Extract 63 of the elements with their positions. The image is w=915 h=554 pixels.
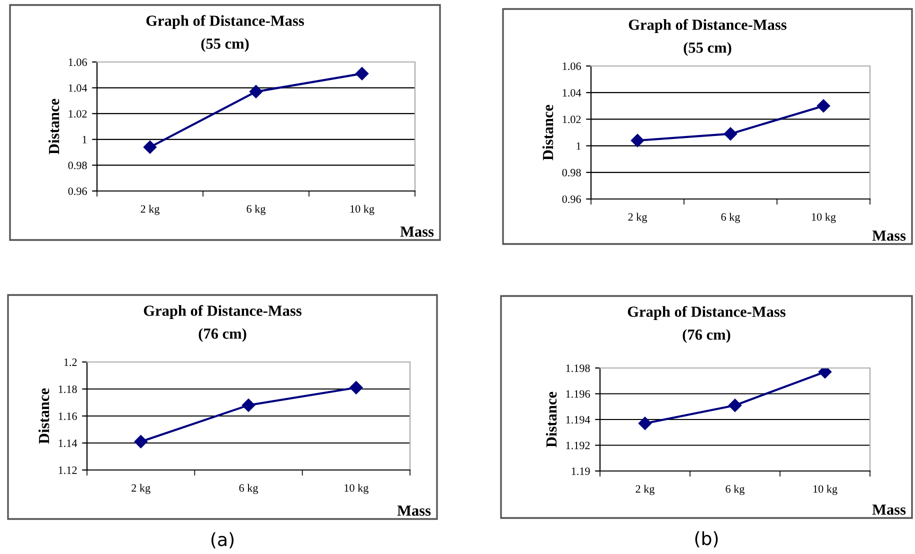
y-tick-label: 0.96 <box>68 187 87 196</box>
y-tick-label: 1.16 <box>58 412 77 420</box>
point <box>816 99 830 112</box>
text: (a) <box>211 532 234 548</box>
x-axis-title: Mass <box>872 504 906 515</box>
chart-subtitle: (76 cm) <box>198 328 246 342</box>
y-tick-label: 0.98 <box>562 168 581 176</box>
y-axis-title: Distance <box>542 104 554 160</box>
x-axis-title: Mass <box>872 230 906 241</box>
y-tick-label: 1.06 <box>562 62 581 70</box>
point <box>638 416 652 430</box>
y-tick-label: 1.06 <box>68 58 87 66</box>
x-tick-label: 6 kg <box>246 204 266 215</box>
y-tick-label: 0.98 <box>68 162 87 170</box>
y-tick-label: 1.18 <box>58 385 77 394</box>
x-tick-label: 6 kg <box>721 212 740 223</box>
chart-title: Graph of Distance-Mass <box>146 14 304 30</box>
y-tick-label: 1.198 <box>566 364 590 372</box>
y-tick-label: 1.02 <box>562 116 581 124</box>
x-tick-label: 10 kg <box>813 484 838 495</box>
y-tick-label: 1.04 <box>68 84 88 92</box>
y-tick-label: 1 <box>82 136 87 144</box>
chart-subtitle: (76 cm) <box>682 329 730 343</box>
y-tick-label: 1.196 <box>566 390 590 398</box>
x-axis-title: Mass <box>400 226 434 237</box>
y-axis-title: Distance <box>48 98 60 154</box>
x-tick-label: 2 kg <box>132 484 150 494</box>
y-tick-label: 1.194 <box>566 416 590 424</box>
x-tick-label: 10 kg <box>350 204 374 215</box>
y-axis-title: Distance <box>38 388 50 444</box>
chart-subtitle: (55 cm) <box>201 38 249 52</box>
y-tick-label: 0.96 <box>562 195 581 204</box>
chart-title: Graph of Distance-Mass <box>628 306 786 320</box>
y-tick-label: 1.02 <box>68 110 87 118</box>
point <box>355 67 369 80</box>
y-axis-title: Distance <box>546 392 557 448</box>
y-tick-label: 1.12 <box>58 466 77 474</box>
chart-title: Graph of Distance-Mass <box>628 18 786 34</box>
point <box>350 381 363 394</box>
y-tick-label: 1.192 <box>566 442 590 450</box>
x-tick-label: 10 kg <box>812 212 836 223</box>
point <box>724 127 738 140</box>
y-tick-label: 1 <box>576 142 581 150</box>
x-tick-label: 6 kg <box>239 484 258 494</box>
point <box>249 85 263 98</box>
y-tick-label: 1.04 <box>562 89 582 97</box>
y-tick-label: 1.19 <box>572 467 590 476</box>
x-tick-label: 2 kg <box>140 204 160 215</box>
chart-title: Graph of Distance-Mass <box>144 304 302 320</box>
x-tick-label: 10 kg <box>344 484 368 494</box>
text: (b) <box>695 531 718 548</box>
point <box>242 398 256 412</box>
chart-subtitle: (55 cm) <box>684 42 732 56</box>
point <box>630 134 644 148</box>
y-tick-label: 1.14 <box>58 440 78 448</box>
x-tick-label: 2 kg <box>628 212 648 223</box>
x-tick-label: 2 kg <box>636 484 655 495</box>
point <box>728 398 742 412</box>
x-tick-label: 6 kg <box>726 484 745 495</box>
point <box>143 140 157 154</box>
point <box>134 435 148 448</box>
y-tick-label: 1.2 <box>64 358 77 366</box>
x-axis-title: Mass <box>397 506 431 516</box>
